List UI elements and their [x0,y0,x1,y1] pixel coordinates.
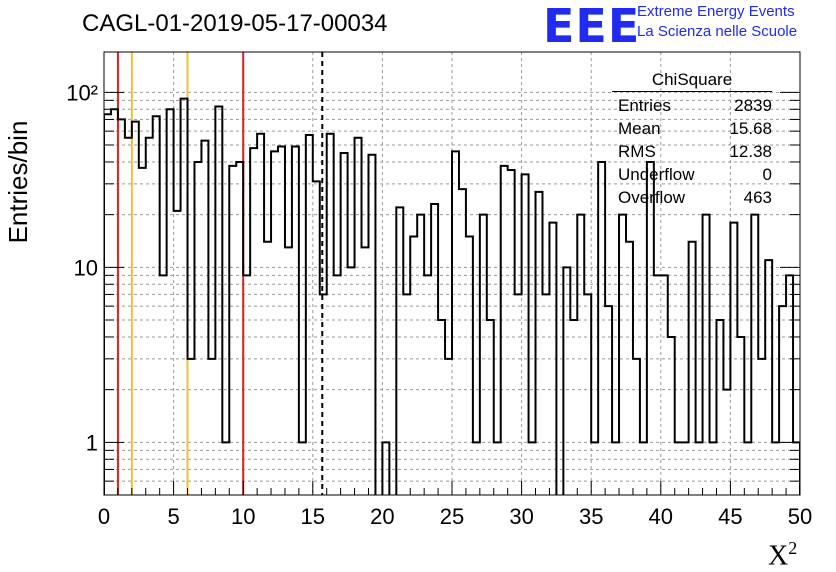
x-axis-label: X2 [768,538,798,572]
histogram-bars [104,97,800,495]
eee-logo: EEE [543,0,641,53]
x-tick-label: 0 [98,504,110,529]
x-tick-label: 45 [718,504,742,529]
histogram-outline [104,97,800,495]
x-tick-label: 15 [301,504,325,529]
y-tick-label: 1 [86,430,98,455]
x-tick-label: 40 [649,504,673,529]
x-tick-label: 35 [579,504,603,529]
axis-ticks [103,91,801,496]
stats-row-mean: Mean 15.68 [618,119,772,138]
histogram-clip-group [104,97,800,495]
logo-line-1: Extreme Energy Events [637,3,795,20]
x-tick-label: 10 [231,504,255,529]
x-tick-label: 5 [167,504,179,529]
tick-labels: 0 5 10 15 20 25 30 35 40 45 50 1 10 10² [66,80,812,529]
run-title: CAGL-01-2019-05-17-00034 [82,10,388,37]
x-tick-label: 30 [509,504,533,529]
stats-title: ChiSquare [612,70,772,92]
y-tick-label: 10 [74,255,98,280]
stats-row-overflow: Overflow 463 [618,188,772,207]
y-tick-label: 10² [66,80,98,105]
logo-line-2: La Scienza nelle Scuole [637,23,798,40]
stats-row-underflow: Underflow 0 [618,165,772,184]
x-tick-label: 50 [788,504,812,529]
stats-row-rms: RMS 12.38 [618,142,772,161]
stats-box: ChiSquare Entries 2839 Mean 15.68 RMS 12.38… [612,70,772,209]
x-tick-label: 25 [440,504,464,529]
marker-lines [116,52,324,495]
stats-row-entries: Entries 2839 [618,96,772,115]
x-tick-label: 20 [370,504,394,529]
